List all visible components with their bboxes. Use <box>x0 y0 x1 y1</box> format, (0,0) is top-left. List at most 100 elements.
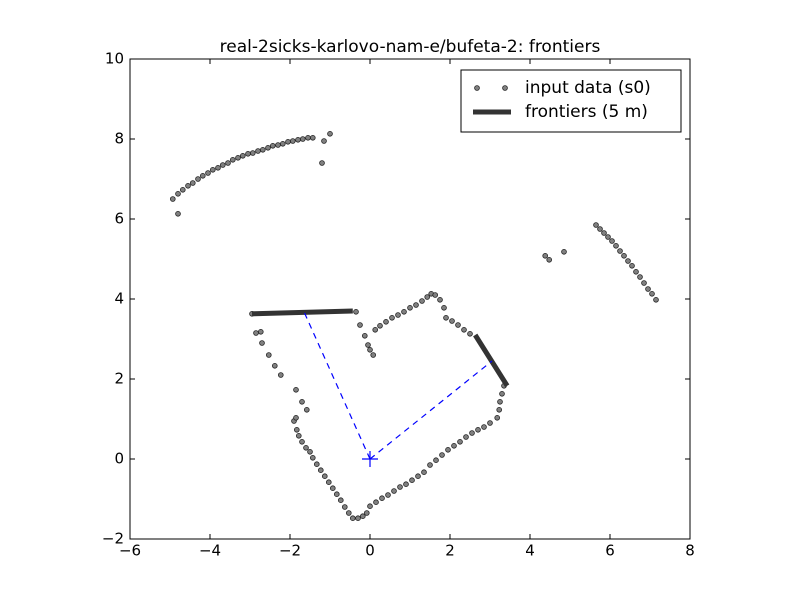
data-point <box>259 340 265 346</box>
x-tick-label: −6 <box>119 542 141 560</box>
data-point <box>383 318 389 325</box>
data-point <box>235 155 241 161</box>
data-point <box>299 136 306 142</box>
data-point <box>277 372 284 378</box>
data-point <box>205 170 211 176</box>
x-tick-label: 6 <box>605 542 615 560</box>
data-point <box>481 424 487 430</box>
legend-box <box>460 69 682 133</box>
data-point <box>432 292 439 298</box>
data-point <box>265 352 272 358</box>
data-point <box>333 491 340 498</box>
data-point <box>633 268 639 275</box>
data-point <box>457 438 463 445</box>
data-point <box>357 322 363 328</box>
data-point <box>385 492 391 498</box>
data-point <box>461 326 467 333</box>
data-point <box>621 253 627 259</box>
data-point <box>601 230 607 236</box>
data-point <box>407 304 413 311</box>
data-point <box>299 398 305 405</box>
data-point <box>389 314 395 321</box>
data-point <box>496 406 503 413</box>
data-point <box>561 249 567 255</box>
data-point <box>319 160 325 166</box>
data-point <box>653 296 659 303</box>
data-point <box>363 510 370 516</box>
data-point <box>419 298 425 304</box>
data-point <box>359 513 366 519</box>
data-point <box>379 495 385 502</box>
data-point <box>321 473 328 480</box>
frontier-line <box>251 308 510 388</box>
x-tick-label: 2 <box>445 542 455 560</box>
data-point <box>265 145 271 151</box>
data-point <box>403 481 409 488</box>
data-point <box>349 515 356 521</box>
y-tick-label: −2 <box>102 530 124 548</box>
data-point <box>487 420 493 426</box>
x-tick-label: 8 <box>685 542 695 560</box>
data-point <box>257 328 264 335</box>
data-point <box>625 258 631 264</box>
y-tick-label: 10 <box>105 50 124 68</box>
data-point <box>230 157 236 163</box>
data-point <box>321 138 327 144</box>
data-point <box>245 151 251 157</box>
data-point <box>629 262 635 269</box>
data-point <box>377 322 383 329</box>
data-point <box>367 346 373 353</box>
data-point <box>499 390 505 397</box>
data-point <box>409 477 415 484</box>
data-point <box>372 326 379 333</box>
data-point <box>313 461 320 468</box>
data-point <box>215 165 221 171</box>
data-point <box>337 497 344 504</box>
data-point <box>437 296 443 303</box>
plot-area <box>170 131 659 521</box>
data-point <box>317 467 324 474</box>
data-point <box>439 452 445 458</box>
data-point <box>373 499 379 506</box>
data-point <box>345 510 352 516</box>
data-point <box>365 342 371 348</box>
y-tick-label: 8 <box>114 130 124 148</box>
x-tick-label: −4 <box>199 542 221 560</box>
data-point <box>170 196 176 202</box>
data-point <box>497 398 503 405</box>
data-point <box>355 515 361 521</box>
data-point <box>361 332 368 339</box>
legend-marker <box>502 85 508 91</box>
data-point <box>605 234 611 240</box>
data-point <box>210 167 216 173</box>
data-point <box>289 138 296 144</box>
data-point <box>427 462 433 468</box>
data-point <box>325 479 332 486</box>
data-point <box>397 484 403 490</box>
data-point <box>443 314 449 321</box>
y-tick-label: 4 <box>114 290 124 308</box>
data-point <box>449 318 455 324</box>
data-point <box>546 256 552 263</box>
data-point <box>415 473 421 480</box>
data-point <box>441 304 447 311</box>
data-point <box>225 160 231 166</box>
data-point <box>475 426 481 433</box>
data-point <box>391 488 397 494</box>
data-point <box>293 414 299 421</box>
data-point <box>185 183 191 189</box>
data-point <box>329 485 336 492</box>
data-point <box>593 222 599 228</box>
data-point <box>424 294 431 300</box>
y-tick-label: 6 <box>114 210 124 228</box>
data-point <box>180 187 186 193</box>
data-point <box>293 426 300 433</box>
data-point <box>253 330 259 336</box>
data-point <box>285 139 291 145</box>
data-point <box>617 248 623 254</box>
data-point <box>613 243 619 249</box>
data-point <box>455 322 461 328</box>
data-point <box>467 330 473 337</box>
data-point <box>295 432 302 439</box>
data-point <box>421 469 427 476</box>
